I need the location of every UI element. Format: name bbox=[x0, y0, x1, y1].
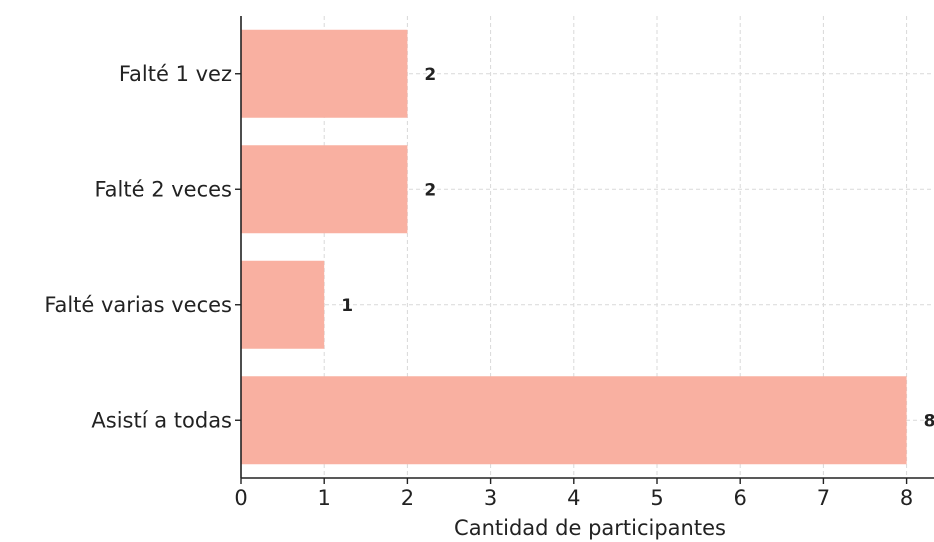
x-tick-label: 4 bbox=[567, 486, 580, 510]
bar bbox=[241, 260, 325, 349]
bar bbox=[241, 376, 907, 465]
x-tick-label: 1 bbox=[318, 486, 331, 510]
category-label: Falté 2 veces bbox=[95, 177, 232, 201]
bar bbox=[241, 29, 408, 118]
category-label: Falté 1 vez bbox=[119, 62, 232, 86]
x-tick-label: 3 bbox=[484, 486, 497, 510]
x-tick-label: 6 bbox=[734, 486, 747, 510]
data-label: 1 bbox=[341, 296, 353, 316]
x-axis-title: Cantidad de participantes bbox=[454, 516, 726, 540]
x-tick-label: 7 bbox=[817, 486, 830, 510]
labels: Falté 1 vez 2 Falté 2 veces 2 Falté varias v… bbox=[44, 62, 934, 433]
bars bbox=[241, 29, 907, 465]
x-tick-label: 5 bbox=[650, 486, 663, 510]
x-tick-label: 2 bbox=[401, 486, 414, 510]
data-label: 8 bbox=[924, 411, 934, 431]
data-label: 2 bbox=[424, 180, 436, 200]
x-tick-label: 0 bbox=[234, 486, 247, 510]
data-label: 2 bbox=[424, 65, 436, 85]
bar bbox=[241, 145, 408, 234]
category-label: Falté varias veces bbox=[44, 293, 232, 317]
x-tick-label: 8 bbox=[900, 486, 913, 510]
ticks: 0 1 2 3 4 5 6 7 8 bbox=[234, 73, 913, 510]
axes bbox=[240, 16, 934, 479]
category-label: Asistí a todas bbox=[91, 408, 232, 432]
